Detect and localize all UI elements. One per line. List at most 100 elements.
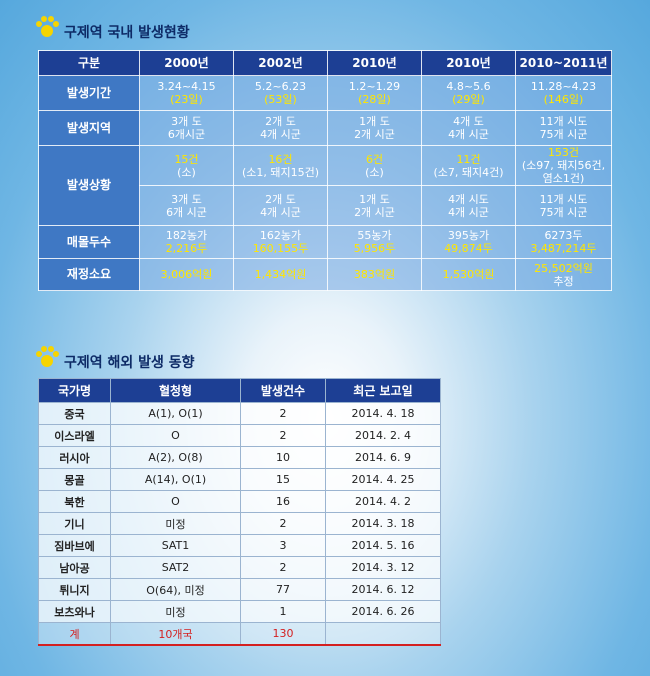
cell: 미정 bbox=[110, 600, 241, 623]
cell: 북한 bbox=[38, 490, 111, 513]
cell-line: 6개시군 bbox=[167, 128, 206, 141]
cell-line: 3개 도 bbox=[171, 192, 202, 206]
cell: 77 bbox=[240, 578, 326, 601]
header-cell: 발생건수 bbox=[240, 378, 326, 403]
cell: 1개 도 2개 시군 bbox=[327, 185, 422, 226]
cell-line: 162농가 bbox=[259, 229, 302, 242]
row: 몽골 A(14), O(1) 15 2014. 4. 25 bbox=[38, 468, 441, 491]
cell-line: 160,155두 bbox=[252, 242, 309, 255]
header-cell: 2000년 bbox=[139, 50, 234, 76]
cell: 11.28~4.23 (146일) bbox=[515, 75, 612, 111]
cell: 1 bbox=[240, 600, 326, 623]
row: 북한 O 16 2014. 4. 2 bbox=[38, 490, 441, 513]
cell-line: 4개 시군 bbox=[260, 128, 301, 141]
cell-line: 2,216두 bbox=[165, 242, 208, 255]
cell: 16 bbox=[240, 490, 326, 513]
row: 발생기간 3.24~4.15 (23일) 5.2~6.23 (53일) 1.2~1.29(… bbox=[38, 75, 612, 111]
cell-line: 25,502억원 bbox=[534, 261, 593, 275]
row: 기니 미정 2 2014. 3. 18 bbox=[38, 512, 441, 535]
header-cell: 구분 bbox=[38, 50, 140, 76]
domestic-table: 구분 2000년 2002년 2010년 2010년 2010~2011년 발생기간 3.24… bbox=[38, 50, 612, 291]
cell-line: 5,956두 bbox=[353, 242, 396, 255]
cell-line: 6건 bbox=[365, 152, 384, 166]
cell: 55농가 5,956두 bbox=[327, 225, 422, 259]
cell: O(64), 미정 bbox=[110, 578, 241, 601]
cell-line: 4.8~5.6 bbox=[446, 80, 491, 93]
cell: 2개 도 4개 시군 bbox=[233, 185, 328, 226]
cell: SAT2 bbox=[110, 556, 241, 579]
cell: 2개 도 4개 시군 bbox=[233, 110, 328, 146]
cell: 25,502억원 추정 bbox=[515, 258, 612, 291]
cell: 1.2~1.29 (28일) bbox=[327, 75, 422, 111]
cell-line: 3,006억원 bbox=[160, 268, 213, 281]
cell: 2014. 3. 12 bbox=[325, 556, 441, 579]
cell: 짐바브에 bbox=[38, 534, 111, 557]
header-cell: 2010년 bbox=[421, 50, 516, 76]
row-label: 발생지역 bbox=[38, 110, 140, 146]
header-cell: 2002년 bbox=[233, 50, 328, 76]
cell-line: 11개 시도 bbox=[539, 192, 588, 206]
cell: 6건 (소) bbox=[327, 145, 422, 186]
row-label: 발생상황 bbox=[38, 145, 140, 226]
cell-line: 1.2~1.29 bbox=[348, 80, 401, 93]
cell-line: 383억원 bbox=[353, 268, 396, 281]
section-title: 구제역 국내 발생현황 bbox=[64, 25, 190, 41]
cell: 4.8~5.6 (29일) bbox=[421, 75, 516, 111]
row: 재정소요 3,006억원 1,434억원 383억원 1,530억원 25,502억원 추정 bbox=[38, 258, 612, 291]
cell-line: (146일) bbox=[543, 93, 584, 106]
header-cell: 국가명 bbox=[38, 378, 111, 403]
row: 발생지역 3개 도 6개시군 2개 도 4개 시군 1개 도 2개 시군 4개 도 4개 시군 1… bbox=[38, 110, 612, 146]
row: 이스라엘 O 2 2014. 2. 4 bbox=[38, 424, 441, 447]
cell-line: 153건 bbox=[547, 146, 580, 159]
row: 보츠와나 미정 1 2014. 6. 26 bbox=[38, 600, 441, 623]
cell-line: 4개 시군 bbox=[448, 128, 489, 141]
cell: SAT1 bbox=[110, 534, 241, 557]
total-cell bbox=[325, 622, 441, 646]
cell: A(2), O(8) bbox=[110, 446, 241, 469]
cell-line: 2개 도 bbox=[265, 115, 296, 128]
section-title: 구제역 해외 발생 동향 bbox=[64, 355, 195, 371]
cell: 2014. 2. 4 bbox=[325, 424, 441, 447]
cell: 11건 (소7, 돼지4건) bbox=[421, 145, 516, 186]
cell: A(14), O(1) bbox=[110, 468, 241, 491]
cell: 395농가 49,874두 bbox=[421, 225, 516, 259]
cell-line: 1,530억원 bbox=[442, 268, 495, 281]
row: 러시아 A(2), O(8) 10 2014. 6. 9 bbox=[38, 446, 441, 469]
cell: 11개 시도 75개 시군 bbox=[515, 185, 612, 226]
cell-line: 11.28~4.23 bbox=[530, 80, 597, 93]
row: 발생상황 15건 (소) 16건 (소1, 돼지15건) 6건 (소) 11건 (소7, 돼지4… bbox=[38, 145, 612, 226]
cell: 2014. 3. 18 bbox=[325, 512, 441, 535]
cell: 2 bbox=[240, 402, 326, 425]
cell: 2014. 6. 9 bbox=[325, 446, 441, 469]
cell: 15건 (소) bbox=[139, 145, 234, 186]
row: 남아공 SAT2 2 2014. 3. 12 bbox=[38, 556, 441, 579]
cell: 보츠와나 bbox=[38, 600, 111, 623]
cell-line: 추정 bbox=[553, 274, 574, 288]
cell-line: 55농가 bbox=[357, 229, 392, 242]
cell-line: 2개 시군 bbox=[354, 128, 395, 141]
cell: 10 bbox=[240, 446, 326, 469]
header-cell: 2010년 bbox=[327, 50, 422, 76]
cell: 2 bbox=[240, 424, 326, 447]
header-row: 구분 2000년 2002년 2010년 2010년 2010~2011년 bbox=[38, 50, 612, 76]
cell-line: 75개 시군 bbox=[539, 205, 588, 219]
row: 3개 도 6개 시군 2개 도 4개 시군 1개 도 2개 시군 4개 시도 4개 시군 11개… bbox=[39, 185, 612, 226]
paw-icon bbox=[36, 16, 59, 37]
header-cell: 2010~2011년 bbox=[515, 50, 612, 76]
cell-line: 4개 시도 bbox=[448, 192, 489, 206]
cell: 3.24~4.15 (23일) bbox=[139, 75, 234, 111]
cell-line: 182농가 bbox=[165, 229, 208, 242]
cell: 153건 (소97, 돼지56건, 염소1건) bbox=[515, 145, 612, 186]
cell-line: 6273두 bbox=[544, 229, 583, 242]
cell: 4개 도 4개 시군 bbox=[421, 110, 516, 146]
cell-line: 4개 시군 bbox=[448, 205, 489, 219]
cell-line: 4개 도 bbox=[453, 115, 484, 128]
cell: 기니 bbox=[38, 512, 111, 535]
cell-line: (29일) bbox=[452, 93, 485, 106]
cell-line: 395농가 bbox=[447, 229, 490, 242]
cell: 11개 시도 75개 시군 bbox=[515, 110, 612, 146]
total-row: 계 10개국 130 bbox=[38, 622, 441, 646]
cell: 162농가 160,155두 bbox=[233, 225, 328, 259]
cell: 2014. 6. 12 bbox=[325, 578, 441, 601]
cell-line: (소1, 돼지15건) bbox=[241, 165, 320, 179]
